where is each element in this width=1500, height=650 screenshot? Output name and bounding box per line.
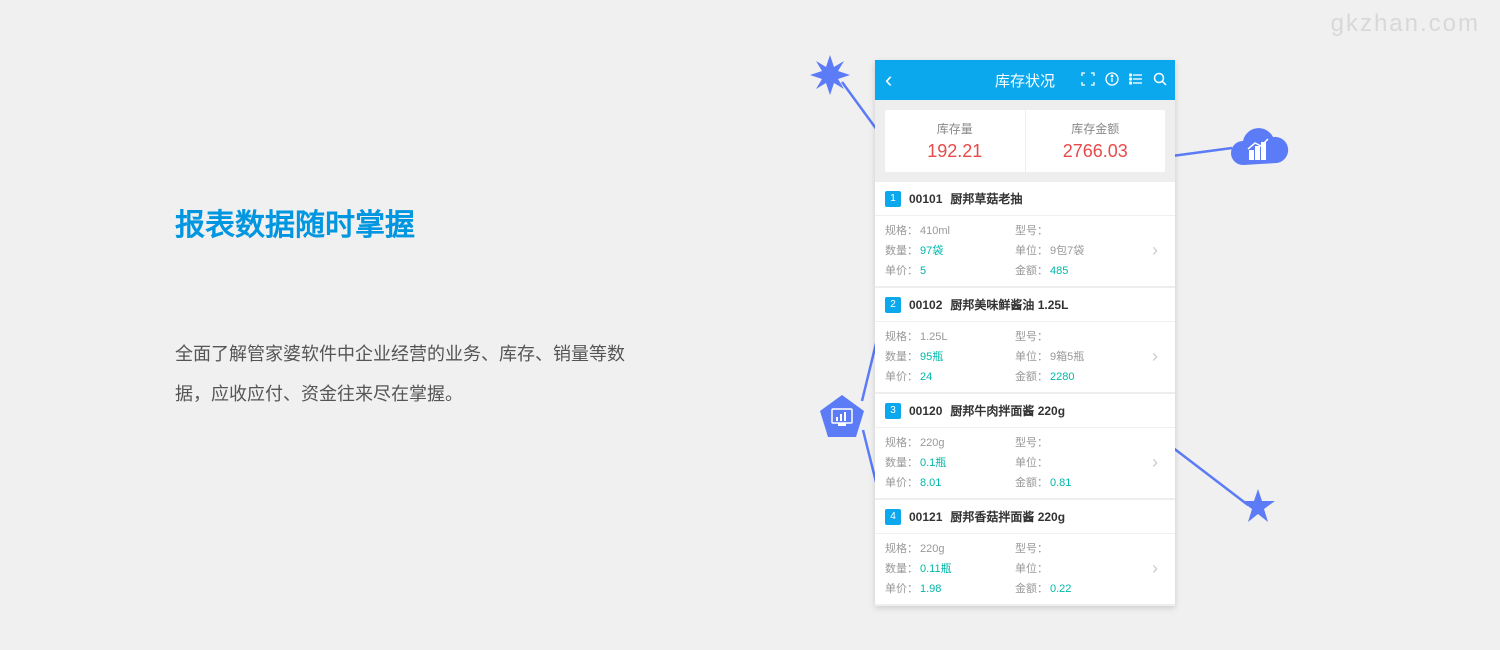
item-code: 00101 [909,192,942,206]
qty-field: 数量：97袋 [885,242,1015,258]
chevron-right-icon[interactable]: › [1145,222,1165,278]
back-icon[interactable]: ‹ [885,67,892,93]
amount-field: 金额：0.81 [1015,474,1145,490]
item-number-badge: 3 [885,403,901,419]
chevron-right-icon[interactable]: › [1145,434,1165,490]
inventory-item[interactable]: 2 00102 厨邦美味鲜酱油 1.25L 规格：1.25L 型号： › 数量：… [875,288,1175,392]
amount-field: 金额：0.22 [1015,580,1145,596]
unit-field: 单位： [1015,560,1145,576]
connector-line [1170,445,1250,510]
search-icon[interactable] [1153,72,1167,89]
promo-text-block: 报表数据随时掌握 全面了解管家婆软件中企业经营的业务、库存、销量等数据，应收应付… [175,200,655,414]
unit-field: 单位：9包7袋 [1015,242,1145,258]
qty-field: 数量：0.11瓶 [885,560,1015,576]
inventory-item[interactable]: 4 00121 厨邦香菇拌面酱 220g 规格：220g 型号： › 数量：0.… [875,500,1175,604]
item-header: 1 00101 厨邦草菇老抽 [875,182,1175,216]
price-field: 单价：8.01 [885,474,1015,490]
summary-qty-label: 库存量 [885,120,1025,137]
summary-amount-value: 2766.03 [1026,141,1166,162]
promo-description: 全面了解管家婆软件中企业经营的业务、库存、销量等数据，应收应付、资金往来尽在掌握… [175,334,655,414]
price-field: 单价：5 [885,262,1015,278]
chevron-right-icon[interactable]: › [1145,328,1165,384]
summary-amount-label: 库存金额 [1026,120,1166,137]
spec-field: 规格：410ml [885,222,1015,238]
item-code: 00120 [909,404,942,418]
cloud-chart-icon [1228,127,1290,175]
price-field: 单价：24 [885,368,1015,384]
item-number-badge: 4 [885,509,901,525]
model-field: 型号： [1015,222,1145,238]
amount-field: 金额：485 [1015,262,1145,278]
item-number-badge: 2 [885,297,901,313]
item-name: 厨邦美味鲜酱油 1.25L [950,296,1068,313]
price-field: 单价：1.98 [885,580,1015,596]
unit-field: 单位： [1015,454,1145,470]
item-body: 规格：1.25L 型号： › 数量：95瓶 单位：9箱5瓶 单价：24 金额：2… [875,322,1175,392]
item-body: 规格：220g 型号： › 数量：0.1瓶 单位： 单价：8.01 金额：0.8… [875,428,1175,498]
monitor-chart-icon [818,393,866,441]
item-body: 规格：220g 型号： › 数量：0.11瓶 单位： 单价：1.98 金额：0.… [875,534,1175,604]
item-code: 00121 [909,510,942,524]
chevron-right-icon[interactable]: › [1145,540,1165,596]
item-header: 2 00102 厨邦美味鲜酱油 1.25L [875,288,1175,322]
item-header: 4 00121 厨邦香菇拌面酱 220g [875,500,1175,534]
summary-qty-value: 192.21 [885,141,1025,162]
scan-icon[interactable] [1081,72,1095,89]
item-header: 3 00120 厨邦牛肉拌面酱 220g [875,394,1175,428]
unit-field: 单位：9箱5瓶 [1015,348,1145,364]
spec-field: 规格：220g [885,540,1015,556]
model-field: 型号： [1015,540,1145,556]
summary-amount: 库存金额 2766.03 [1026,110,1166,172]
qty-field: 数量：0.1瓶 [885,454,1015,470]
info-icon[interactable] [1105,72,1119,89]
connector-line [1170,140,1235,160]
item-name: 厨邦香菇拌面酱 220g [950,508,1065,525]
burst-icon [810,55,850,95]
item-name: 厨邦草菇老抽 [950,190,1022,207]
promo-heading: 报表数据随时掌握 [175,200,655,244]
inventory-item[interactable]: 3 00120 厨邦牛肉拌面酱 220g 规格：220g 型号： › 数量：0.… [875,394,1175,498]
summary-card: 库存量 192.21 库存金额 2766.03 [885,110,1165,172]
star-icon [1240,488,1276,524]
watermark: gkzhan.com [1331,10,1480,38]
summary-qty: 库存量 192.21 [885,110,1026,172]
spec-field: 规格：220g [885,434,1015,450]
amount-field: 金额：2280 [1015,368,1145,384]
qty-field: 数量：95瓶 [885,348,1015,364]
inventory-item[interactable]: 1 00101 厨邦草菇老抽 规格：410ml 型号： › 数量：97袋 单位：… [875,182,1175,286]
model-field: 型号： [1015,434,1145,450]
page-title: 库存状况 [995,70,1055,91]
model-field: 型号： [1015,328,1145,344]
item-code: 00102 [909,298,942,312]
app-header: ‹ 库存状况 [875,60,1175,100]
spec-field: 规格：1.25L [885,328,1015,344]
item-name: 厨邦牛肉拌面酱 220g [950,402,1065,419]
item-body: 规格：410ml 型号： › 数量：97袋 单位：9包7袋 单价：5 金额：48… [875,216,1175,286]
item-number-badge: 1 [885,191,901,207]
phone-mockup: ‹ 库存状况 库存量 192.21 库存金额 2766.03 [875,60,1175,606]
list-icon[interactable] [1129,72,1143,89]
